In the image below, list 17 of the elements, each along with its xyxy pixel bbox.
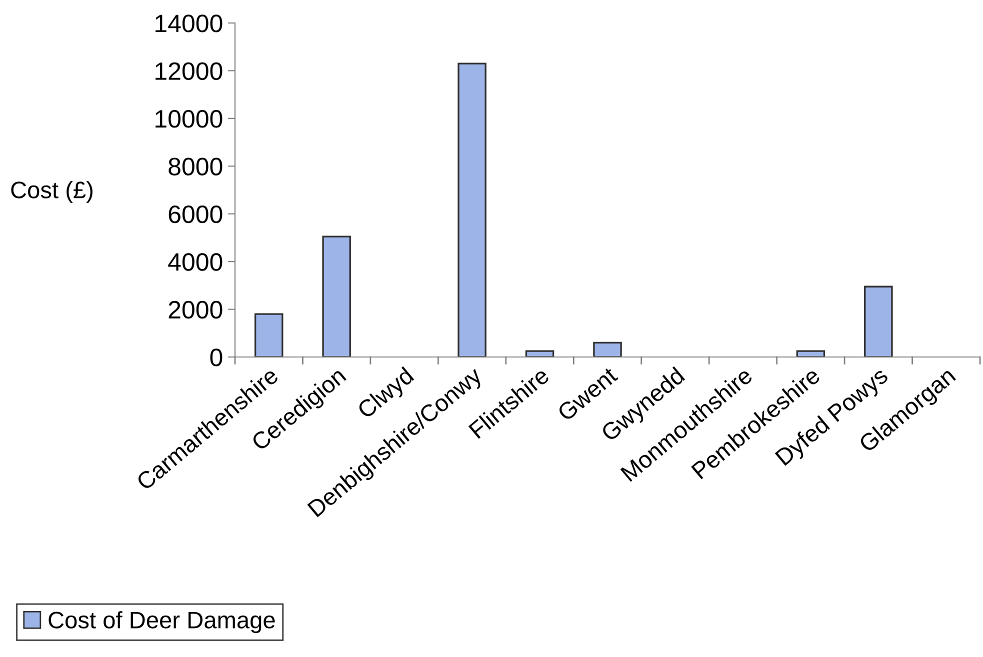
- y-tick-label: 2000: [168, 300, 222, 319]
- bar: [322, 236, 351, 357]
- y-tick-label: 0: [210, 348, 222, 366]
- y-tick-label: 6000: [168, 205, 222, 224]
- y-axis-title: Cost (£): [11, 180, 92, 203]
- y-tick-label: 4000: [168, 253, 222, 271]
- y-tick-label: 12000: [156, 62, 222, 80]
- y-tick-label: 14000: [156, 14, 222, 32]
- bar: [458, 62, 486, 357]
- bar: [254, 313, 284, 357]
- bar: [864, 286, 893, 357]
- y-tick-label: 10000: [156, 110, 222, 128]
- bar: [796, 350, 826, 357]
- bar: [525, 350, 554, 357]
- y-tick-label: 8000: [168, 158, 222, 176]
- bar: [593, 342, 622, 357]
- legend-label: Cost of Deer Damage: [48, 611, 275, 634]
